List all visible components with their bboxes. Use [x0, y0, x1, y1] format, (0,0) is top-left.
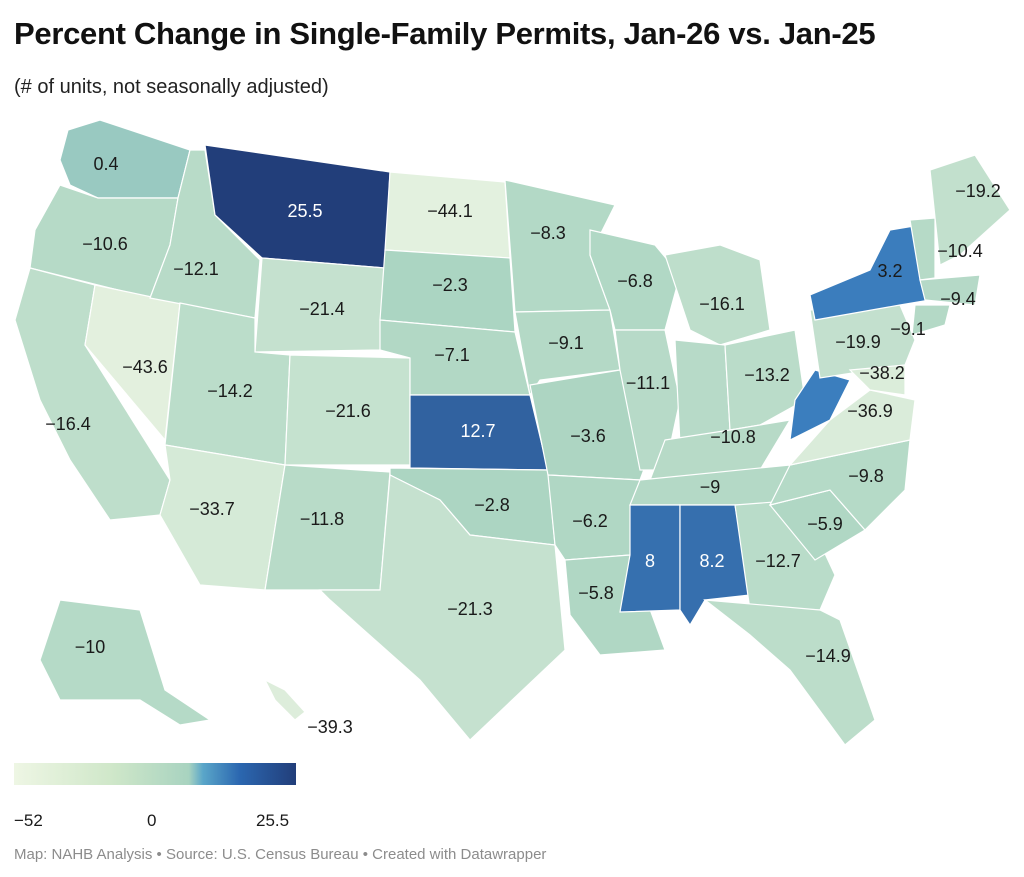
state-label-wy: −21.4 — [299, 299, 345, 319]
legend-min-label: −52 — [14, 811, 43, 830]
state-label-nd: −44.1 — [427, 201, 473, 221]
legend-mid-label: 0 — [147, 811, 157, 830]
state-label-pa: −19.9 — [835, 332, 881, 352]
state-label-nc: −9.8 — [848, 466, 884, 486]
source-footer: Map: NAHB Analysis • Source: U.S. Census… — [14, 846, 547, 863]
state-wv — [789, 369, 851, 442]
legend-gradient — [14, 763, 296, 785]
state-label-il: −11.1 — [626, 373, 670, 393]
state-me — [929, 154, 1011, 266]
state-ny — [809, 224, 931, 321]
state-label-oh: −13.2 — [744, 365, 790, 385]
state-label-wa: 0.4 — [93, 154, 118, 174]
state-label-ga: −12.7 — [755, 551, 801, 571]
state-oh — [724, 329, 806, 431]
state-hi — [263, 678, 306, 721]
state-label-la: −5.8 — [578, 583, 614, 603]
state-label-az: −33.7 — [189, 499, 235, 519]
state-label-ct: −9.1 — [890, 319, 926, 339]
state-label-ar: −6.2 — [572, 511, 608, 531]
state-ia — [514, 309, 621, 397]
state-label-va: −36.9 — [847, 401, 893, 421]
state-ky — [649, 419, 792, 481]
state-label-ky: −10.8 — [710, 427, 756, 447]
state-label-ny: 3.2 — [877, 261, 902, 281]
state-label-nv: −43.6 — [122, 357, 168, 377]
legend-max-label: 25.5 — [256, 811, 290, 830]
state-la — [564, 554, 666, 656]
state-label-mn: −8.3 — [530, 223, 566, 243]
state-ak — [39, 599, 212, 726]
state-label-id: −12.1 — [173, 259, 219, 279]
state-wa — [59, 119, 191, 199]
state-label-md: −38.2 — [859, 363, 905, 383]
state-vt — [909, 217, 936, 281]
state-mi — [664, 244, 771, 346]
state-fl — [703, 599, 876, 746]
state-label-co: −21.6 — [325, 401, 371, 421]
chart-subtitle: (# of units, not seasonally adjusted) — [14, 76, 329, 98]
state-label-ak: −10 — [75, 637, 106, 657]
state-label-ks: 12.7 — [460, 421, 495, 441]
state-label-sd: −2.3 — [432, 275, 468, 295]
state-label-me: −19.2 — [955, 181, 1001, 201]
state-label-sc: −5.9 — [807, 514, 843, 534]
state-label-mt: 25.5 — [287, 201, 322, 221]
state-ma — [919, 274, 981, 306]
us-map: 0.4 −10.6 −16.4 −43.6 −12.1 25.5 −21.4 −14.2 −33… — [14, 119, 1011, 746]
state-label-mi: −16.1 — [699, 294, 745, 314]
state-label-ok: −2.8 — [474, 495, 510, 515]
state-label-tn: −9 — [700, 477, 721, 497]
state-label-nm: −11.8 — [300, 509, 344, 529]
state-md — [848, 364, 906, 396]
color-legend: −52 0 25.5 — [14, 763, 296, 830]
state-label-ut: −14.2 — [207, 381, 253, 401]
state-label-fl: −14.9 — [805, 646, 851, 666]
state-label-ma: −9.4 — [940, 289, 976, 309]
state-label-hi: −39.3 — [307, 717, 353, 737]
state-label-ne: −7.1 — [434, 345, 470, 365]
chart-title: Percent Change in Single-Family Permits,… — [14, 16, 876, 51]
state-label-al: 8.2 — [699, 551, 724, 571]
state-label-or: −10.6 — [82, 234, 128, 254]
state-label-vt: −10.4 — [937, 241, 983, 261]
state-label-wi: −6.8 — [617, 271, 653, 291]
state-label-ia: −9.1 — [548, 333, 584, 353]
state-ct — [911, 304, 951, 336]
state-va — [788, 389, 916, 466]
state-ms — [619, 504, 681, 613]
state-label-ms: 8 — [645, 551, 655, 571]
state-label-tx: −21.3 — [447, 599, 493, 619]
state-label-mo: −3.6 — [570, 426, 606, 446]
state-label-ca: −16.4 — [45, 414, 91, 434]
state-tx — [318, 474, 566, 741]
